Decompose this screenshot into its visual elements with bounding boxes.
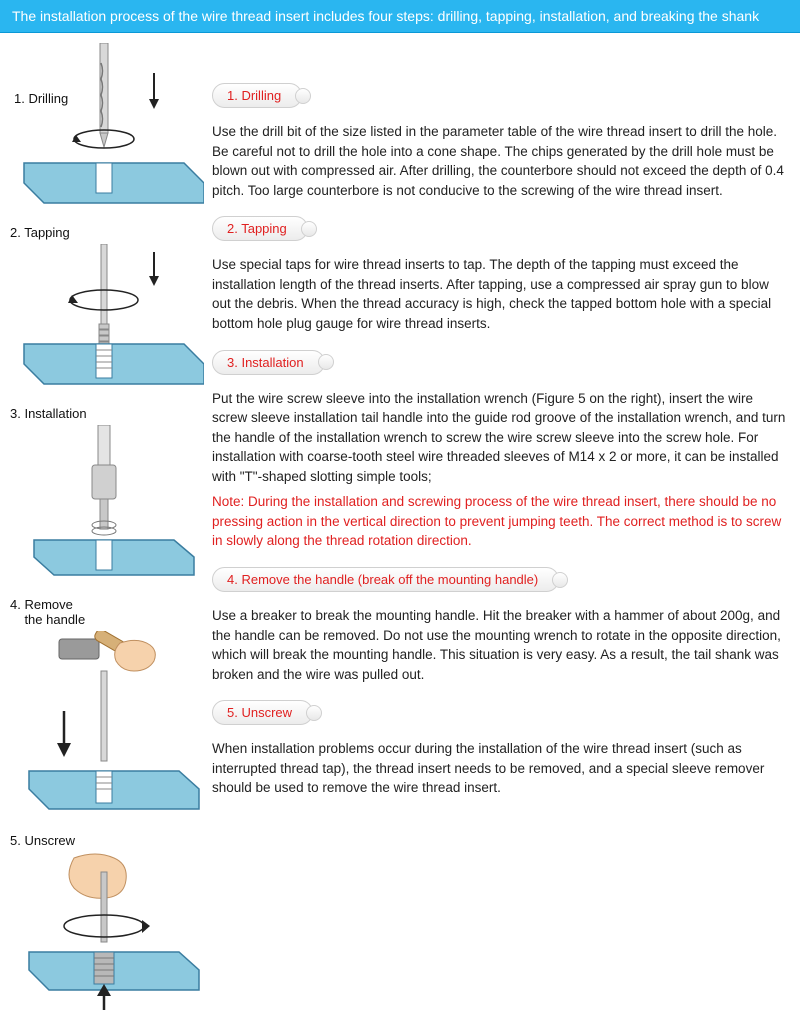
header-banner: The installation process of the wire thr… [0,0,800,33]
drilling-svg: 1. Drilling [4,43,204,213]
pill-drilling: 1. Drilling [212,83,302,108]
diagram-installation: 3. Installation [4,406,204,585]
banner-text: The installation process of the wire thr… [12,8,759,24]
installation-label: 3. Installation [10,406,204,421]
installation-svg [4,425,204,585]
text-column: 1. Drilling Use the drill bit of the siz… [212,43,796,1024]
pill-tapping: 2. Tapping [212,216,308,241]
pill-remove: 4. Remove the handle (break off the moun… [212,567,559,592]
body-installation: Put the wire screw sleeve into the insta… [212,389,786,487]
diagram-remove-handle: 4. Remove the handle [4,597,204,821]
tapping-svg [4,244,204,394]
body-tapping: Use special taps for wire thread inserts… [212,255,786,333]
unscrew-svg [4,852,204,1012]
diagram-tapping: 2. Tapping [4,225,204,394]
remove-svg [4,631,204,821]
drilling-label: 1. Drilling [14,91,68,106]
diagram-column: 1. Drilling 2. Tapping [4,43,204,1024]
diagram-unscrew: 5. Unscrew [4,833,204,1012]
pill-installation: 3. Installation [212,350,325,375]
body-drilling: Use the drill bit of the size listed in … [212,122,786,200]
main-layout: 1. Drilling 2. Tapping [0,33,800,1034]
unscrew-label: 5. Unscrew [10,833,204,848]
body-remove: Use a breaker to break the mounting hand… [212,606,786,684]
diagram-drilling: 1. Drilling [4,43,204,213]
tapping-label: 2. Tapping [10,225,204,240]
body-unscrew: When installation problems occur during … [212,739,786,798]
pill-unscrew: 5. Unscrew [212,700,313,725]
note-installation: Note: During the installation and screwi… [212,492,786,551]
remove-label: 4. Remove the handle [10,597,204,627]
